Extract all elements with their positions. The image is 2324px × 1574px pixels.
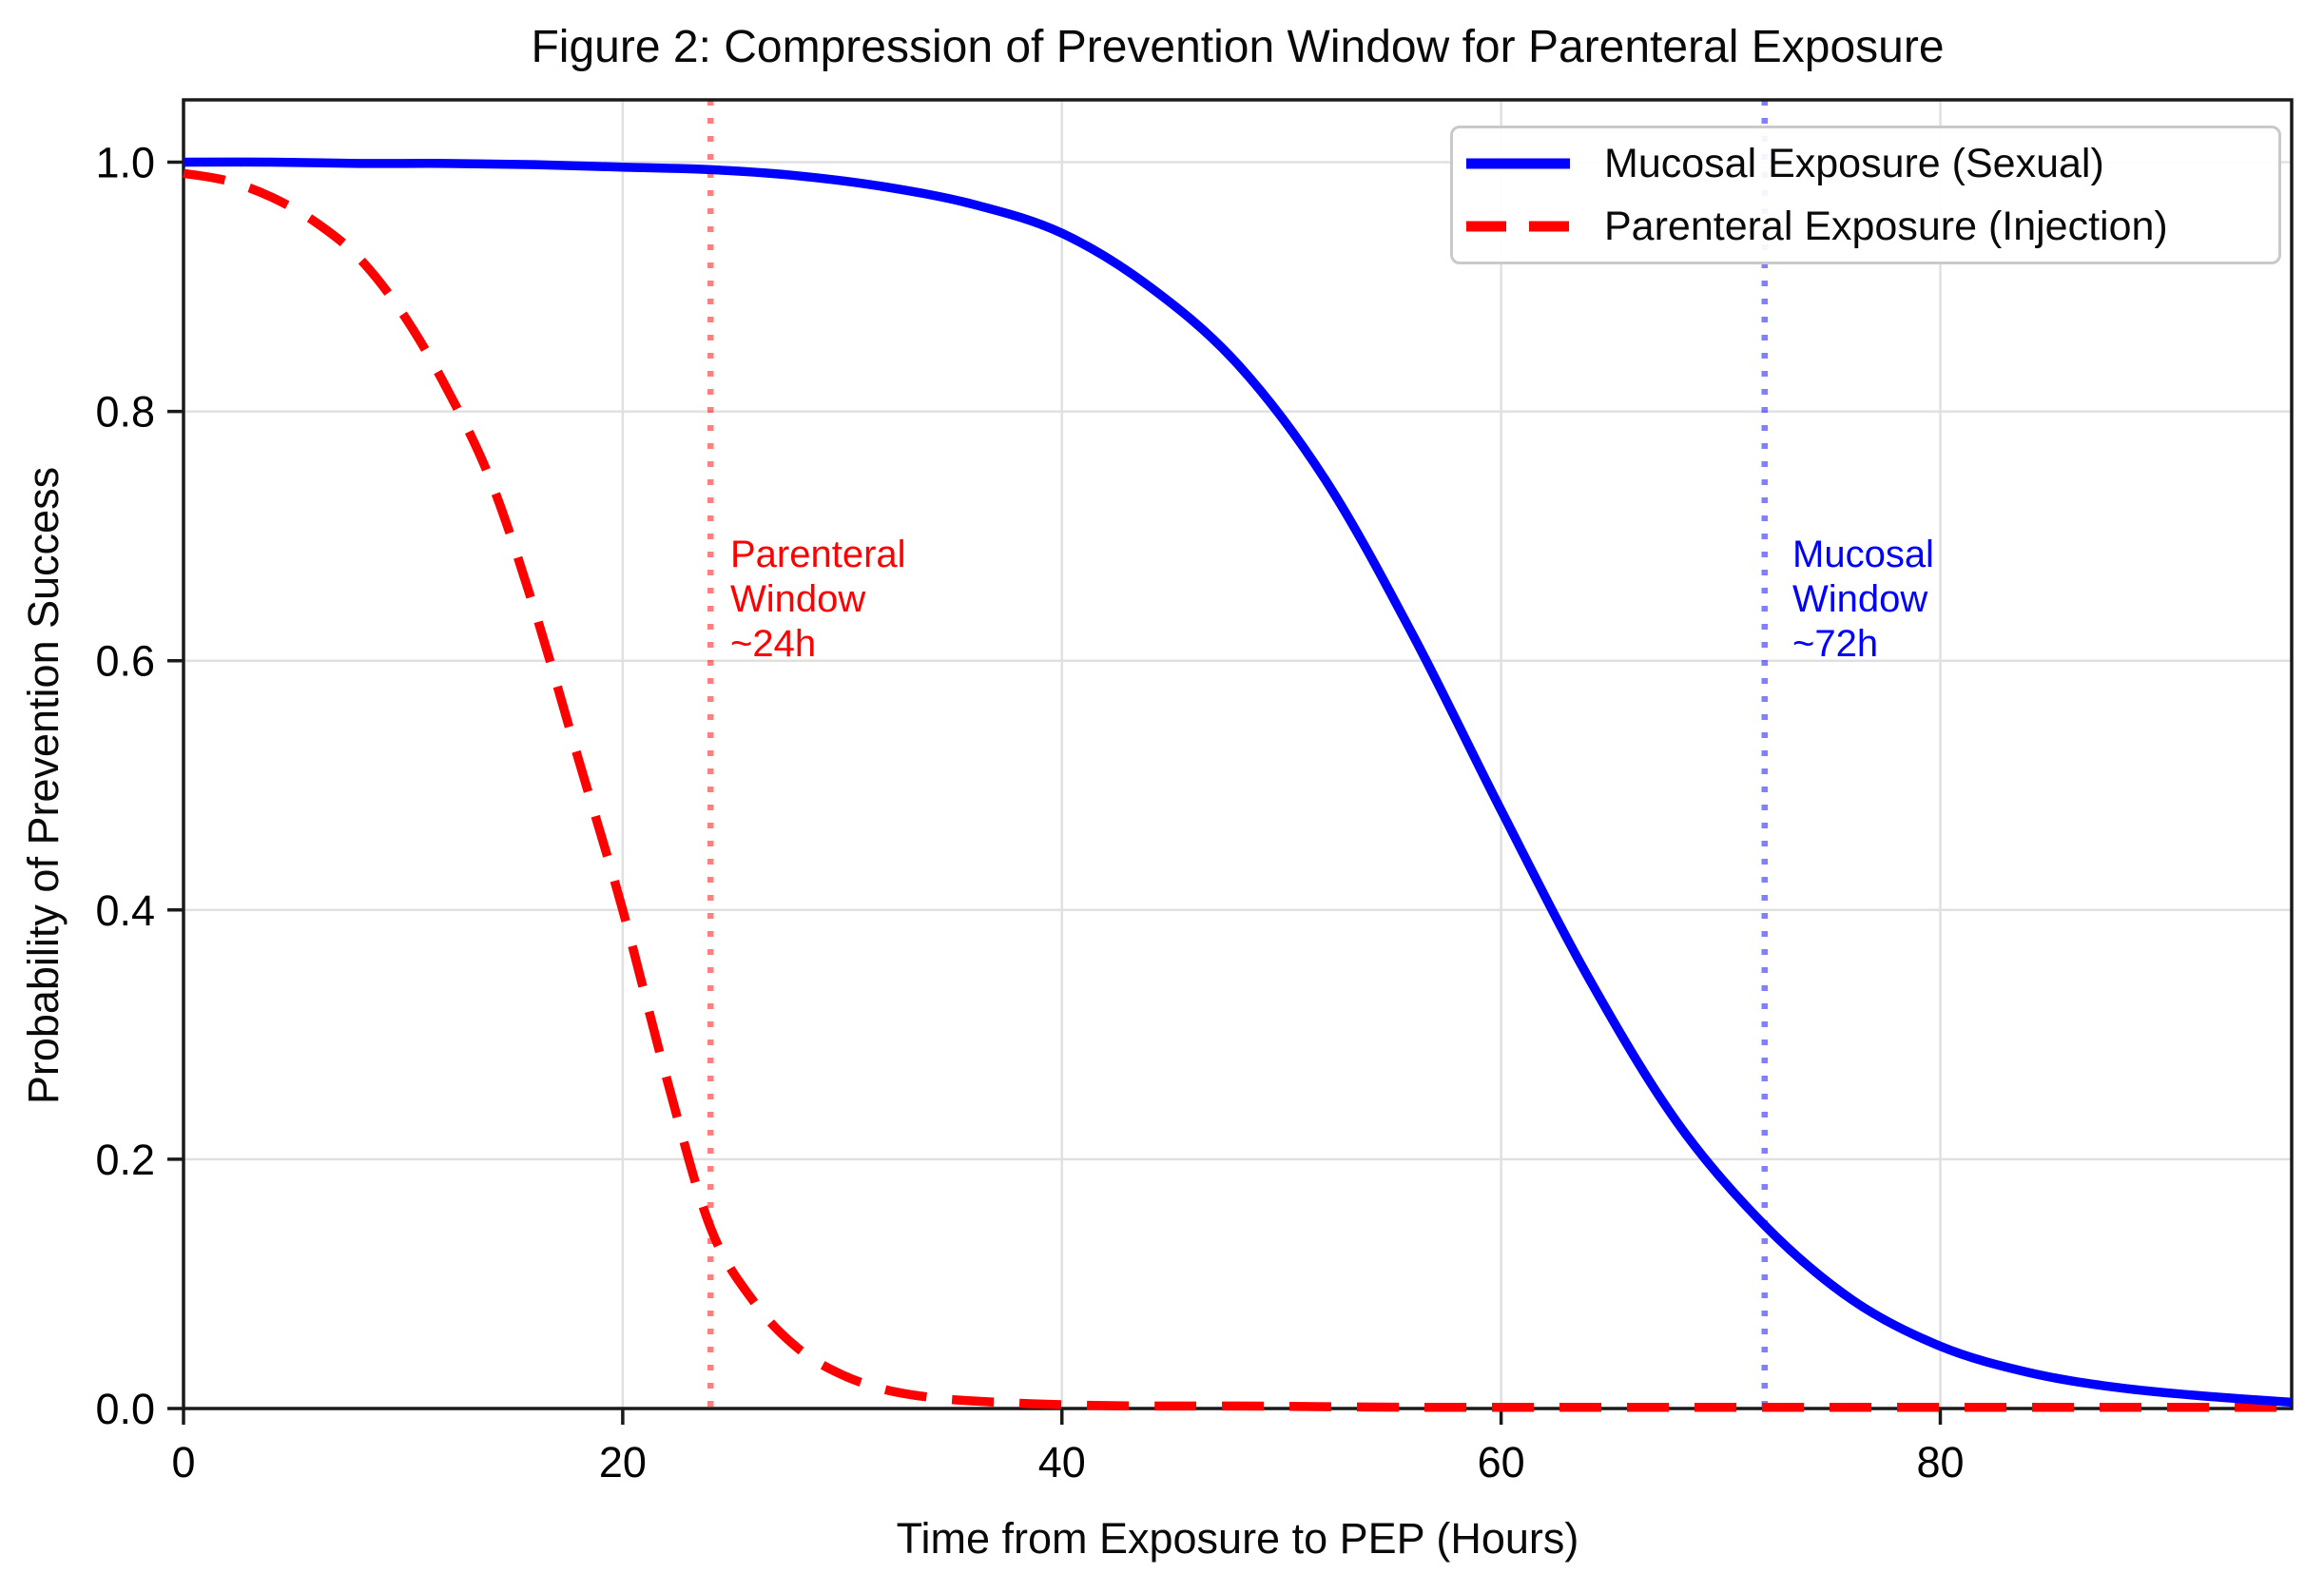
series-line-parenteral <box>183 168 2292 1412</box>
legend-label: Mucosal Exposure (Sexual) <box>1604 140 2104 186</box>
annotation-line: Mucosal <box>1792 534 1934 575</box>
legend-line-sample-solid <box>1466 158 1570 169</box>
legend-item-mucosal: Mucosal Exposure (Sexual) <box>1464 139 2278 188</box>
x-tick-label: 40 <box>1038 1438 1086 1487</box>
y-tick-label: 0.6 <box>95 637 155 686</box>
y-tick-label: 0.2 <box>95 1136 155 1184</box>
x-tick-label: 0 <box>171 1438 195 1487</box>
series-line-mucosal <box>183 157 2293 1408</box>
legend: Mucosal Exposure (Sexual) Parenteral Exp… <box>1450 126 2281 264</box>
axes-spines <box>182 98 2294 1410</box>
annotation-line: ~24h <box>730 623 817 665</box>
annotation-line: ~72h <box>1792 623 1879 665</box>
y-tick-label: 1.0 <box>95 139 155 187</box>
annotation-line: Parenteral <box>730 534 906 575</box>
chart-title: Figure 2: Compression of Prevention Wind… <box>531 22 1945 72</box>
y-axis-label: Probability of Prevention Success <box>19 466 68 1105</box>
annotation-mucosal-window: Mucosal Window ~72h <box>1792 533 1934 667</box>
y-tick-label: 0.8 <box>95 388 155 437</box>
legend-line-sample-dashed <box>1466 221 1570 232</box>
annotation-parenteral-window: Parenteral Window ~24h <box>730 533 906 667</box>
legend-label: Parenteral Exposure (Injection) <box>1604 203 2168 249</box>
x-axis-label: Time from Exposure to PEP (Hours) <box>896 1514 1579 1563</box>
y-tick-label: 0.0 <box>95 1385 155 1433</box>
x-tick-label: 20 <box>599 1438 647 1487</box>
annotation-line: Window <box>1792 578 1928 620</box>
x-tick-label: 80 <box>1916 1438 1964 1487</box>
x-tick-label: 60 <box>1478 1438 1525 1487</box>
annotation-line: Window <box>730 578 866 620</box>
legend-item-parenteral: Parenteral Exposure (Injection) <box>1464 202 2278 251</box>
y-tick-label: 0.4 <box>95 886 155 935</box>
